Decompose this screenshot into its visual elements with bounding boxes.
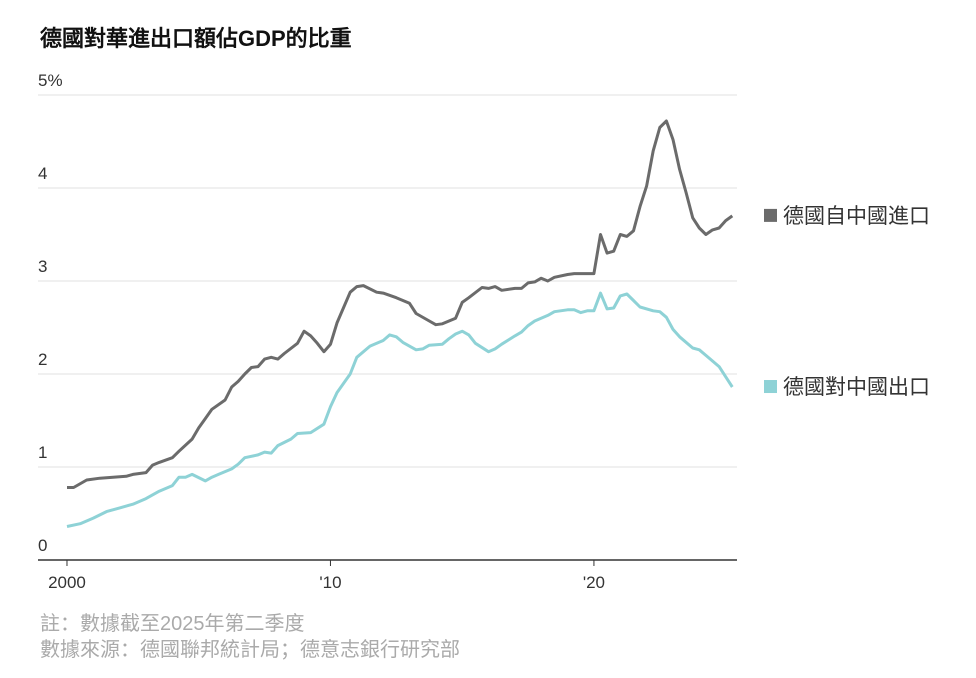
x-tick-label: '10 [319,573,341,592]
source: 數據來源：德國聯邦統計局；德意志銀行研究部 [40,638,460,661]
line [67,119,734,489]
y-tick-label: 5% [38,71,63,90]
note: 註：數據截至2025年第二季度 [40,612,305,635]
y-tick-label: 1 [38,443,47,462]
y-tick-label: 0 [38,536,47,555]
legend-swatch [764,380,777,394]
y-tick-label: 2 [38,350,47,369]
line [66,291,734,528]
x-tick-label: '20 [583,573,605,592]
legend-label: 德國對中國出口 [783,376,930,399]
y-tick-label: 4 [38,164,47,183]
legend-swatch [764,208,777,222]
y-tick-label: 3 [38,257,47,276]
x-tick-label: 2000 [48,573,86,592]
chart-title: 德國對華進出口額佔GDP的比重 [40,26,352,51]
legend-label: 德國自中國進口 [783,205,930,228]
